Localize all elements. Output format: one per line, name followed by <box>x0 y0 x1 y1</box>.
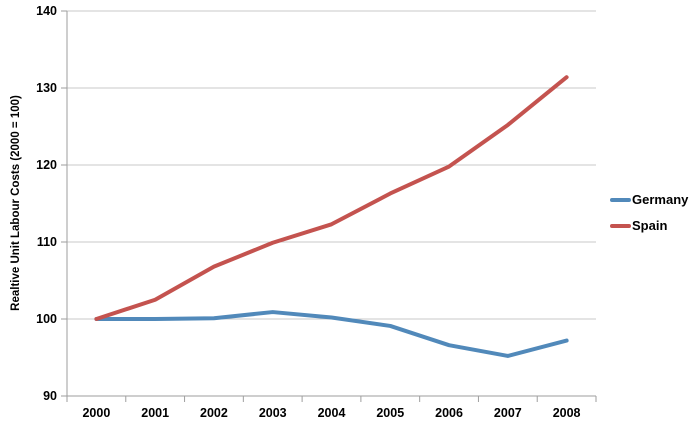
y-tick-label: 120 <box>36 158 57 172</box>
x-tick-label: 2003 <box>259 406 287 420</box>
x-tick-label: 2000 <box>82 406 110 420</box>
series-line-germany <box>94 310 569 358</box>
x-tick-label: 2006 <box>435 406 463 420</box>
series-line-spain <box>94 75 569 321</box>
y-tick-label: 90 <box>43 389 57 403</box>
x-tick-label: 2008 <box>553 406 581 420</box>
y-tick-label: 110 <box>37 235 57 249</box>
legend-swatch-spain-icon <box>610 223 631 228</box>
legend-item-germany: Germany <box>610 192 688 207</box>
y-tick-label: 140 <box>36 4 57 18</box>
y-tick-label: 130 <box>36 81 57 95</box>
legend-swatch-germany-icon <box>610 197 631 202</box>
legend: Germany Spain <box>610 192 688 233</box>
y-axis-title: Realtive Unit Labour Costs (2000 = 100) <box>10 95 22 311</box>
x-tick-label: 2007 <box>494 406 522 420</box>
x-tick-label: 2004 <box>318 406 346 420</box>
legend-label-spain: Spain <box>632 218 668 233</box>
x-tick-label: 2005 <box>376 406 404 420</box>
x-tick-label: 2002 <box>200 406 228 420</box>
y-tick-label: 100 <box>36 312 57 326</box>
legend-item-spain: Spain <box>610 218 688 233</box>
legend-label-germany: Germany <box>632 192 689 207</box>
x-tick-label: 2001 <box>141 406 169 420</box>
